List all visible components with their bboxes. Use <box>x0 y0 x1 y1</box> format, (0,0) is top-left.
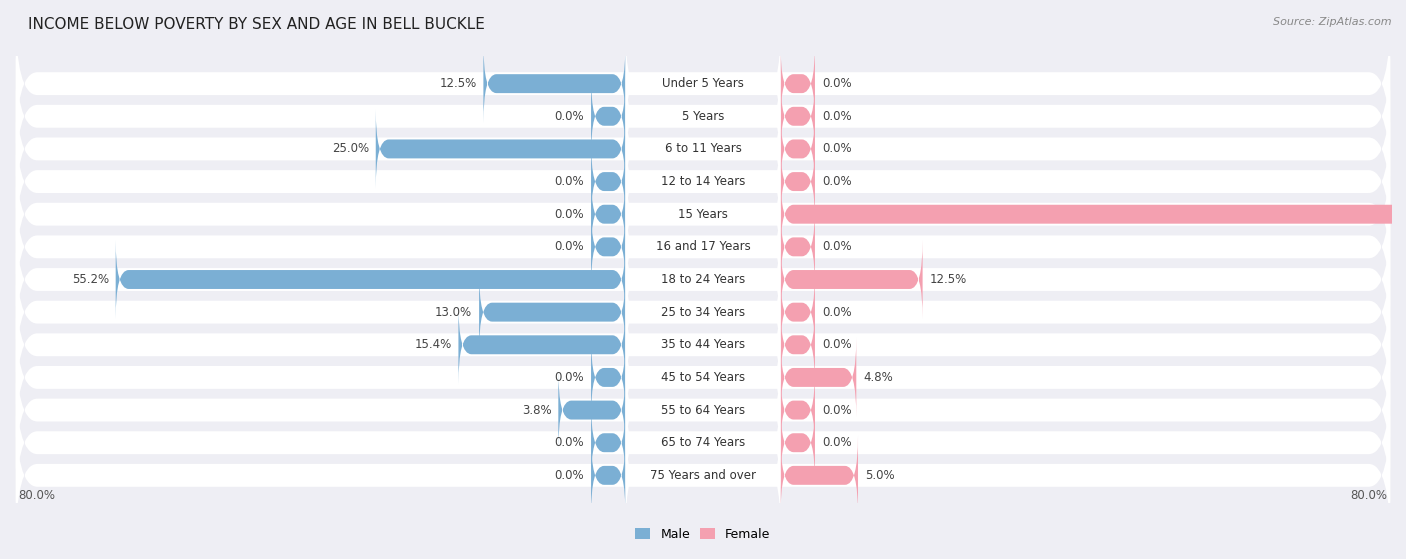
FancyBboxPatch shape <box>479 273 626 352</box>
Text: 0.0%: 0.0% <box>554 208 583 221</box>
Text: 55 to 64 Years: 55 to 64 Years <box>661 404 745 416</box>
FancyBboxPatch shape <box>115 240 626 319</box>
FancyBboxPatch shape <box>15 46 1391 187</box>
FancyBboxPatch shape <box>626 60 780 172</box>
Text: 25.0%: 25.0% <box>332 143 368 155</box>
FancyBboxPatch shape <box>626 28 780 139</box>
Text: INCOME BELOW POVERTY BY SEX AND AGE IN BELL BUCKLE: INCOME BELOW POVERTY BY SEX AND AGE IN B… <box>28 17 485 32</box>
Text: 5.0%: 5.0% <box>865 469 894 482</box>
Text: 0.0%: 0.0% <box>554 436 583 449</box>
FancyBboxPatch shape <box>591 77 626 156</box>
Text: 0.0%: 0.0% <box>554 175 583 188</box>
FancyBboxPatch shape <box>458 305 626 384</box>
FancyBboxPatch shape <box>15 13 1391 154</box>
Text: 0.0%: 0.0% <box>823 306 852 319</box>
Text: 12 to 14 Years: 12 to 14 Years <box>661 175 745 188</box>
Text: 0.0%: 0.0% <box>554 469 583 482</box>
Text: 65 to 74 Years: 65 to 74 Years <box>661 436 745 449</box>
FancyBboxPatch shape <box>780 338 856 417</box>
Legend: Male, Female: Male, Female <box>630 523 776 546</box>
Text: 0.0%: 0.0% <box>823 338 852 351</box>
FancyBboxPatch shape <box>780 273 815 352</box>
FancyBboxPatch shape <box>591 338 626 417</box>
Text: 0.0%: 0.0% <box>823 143 852 155</box>
FancyBboxPatch shape <box>780 207 815 286</box>
Text: 15 Years: 15 Years <box>678 208 728 221</box>
Text: 13.0%: 13.0% <box>434 306 472 319</box>
FancyBboxPatch shape <box>626 126 780 238</box>
Text: 80.0%: 80.0% <box>18 489 55 502</box>
Text: 35 to 44 Years: 35 to 44 Years <box>661 338 745 351</box>
FancyBboxPatch shape <box>626 93 780 205</box>
Text: 0.0%: 0.0% <box>554 110 583 123</box>
Text: 0.0%: 0.0% <box>823 240 852 253</box>
FancyBboxPatch shape <box>780 77 815 156</box>
FancyBboxPatch shape <box>780 403 815 482</box>
FancyBboxPatch shape <box>626 158 780 270</box>
Text: 0.0%: 0.0% <box>823 436 852 449</box>
FancyBboxPatch shape <box>780 305 815 384</box>
FancyBboxPatch shape <box>591 142 626 221</box>
FancyBboxPatch shape <box>626 321 780 433</box>
FancyBboxPatch shape <box>780 142 815 221</box>
FancyBboxPatch shape <box>15 307 1391 448</box>
FancyBboxPatch shape <box>626 191 780 302</box>
Text: 45 to 54 Years: 45 to 54 Years <box>661 371 745 384</box>
FancyBboxPatch shape <box>780 44 815 123</box>
FancyBboxPatch shape <box>15 372 1391 513</box>
Text: 55.2%: 55.2% <box>72 273 108 286</box>
Text: 75 Years and over: 75 Years and over <box>650 469 756 482</box>
FancyBboxPatch shape <box>558 371 626 449</box>
FancyBboxPatch shape <box>591 436 626 515</box>
FancyBboxPatch shape <box>780 175 1406 254</box>
FancyBboxPatch shape <box>15 340 1391 480</box>
FancyBboxPatch shape <box>780 371 815 449</box>
Text: Source: ZipAtlas.com: Source: ZipAtlas.com <box>1274 17 1392 27</box>
FancyBboxPatch shape <box>15 242 1391 382</box>
Text: 0.0%: 0.0% <box>823 404 852 416</box>
FancyBboxPatch shape <box>15 79 1391 219</box>
Text: 0.0%: 0.0% <box>823 77 852 90</box>
Text: 0.0%: 0.0% <box>823 175 852 188</box>
Text: 25 to 34 Years: 25 to 34 Years <box>661 306 745 319</box>
FancyBboxPatch shape <box>780 240 922 319</box>
Text: 4.8%: 4.8% <box>863 371 893 384</box>
FancyBboxPatch shape <box>591 175 626 254</box>
Text: 0.0%: 0.0% <box>823 110 852 123</box>
Text: 3.8%: 3.8% <box>522 404 551 416</box>
FancyBboxPatch shape <box>591 403 626 482</box>
FancyBboxPatch shape <box>484 44 626 123</box>
FancyBboxPatch shape <box>780 110 815 188</box>
Text: 12.5%: 12.5% <box>439 77 477 90</box>
Text: 12.5%: 12.5% <box>929 273 967 286</box>
Text: 0.0%: 0.0% <box>554 240 583 253</box>
FancyBboxPatch shape <box>780 436 858 515</box>
FancyBboxPatch shape <box>626 420 780 531</box>
Text: 0.0%: 0.0% <box>554 371 583 384</box>
FancyBboxPatch shape <box>626 387 780 499</box>
FancyBboxPatch shape <box>15 111 1391 252</box>
FancyBboxPatch shape <box>15 177 1391 317</box>
Text: 80.0%: 80.0% <box>1351 489 1388 502</box>
FancyBboxPatch shape <box>626 224 780 335</box>
FancyBboxPatch shape <box>15 405 1391 546</box>
Text: Under 5 Years: Under 5 Years <box>662 77 744 90</box>
Text: 5 Years: 5 Years <box>682 110 724 123</box>
Text: 6 to 11 Years: 6 to 11 Years <box>665 143 741 155</box>
FancyBboxPatch shape <box>15 274 1391 415</box>
FancyBboxPatch shape <box>626 354 780 466</box>
FancyBboxPatch shape <box>591 207 626 286</box>
FancyBboxPatch shape <box>375 110 626 188</box>
Text: 16 and 17 Years: 16 and 17 Years <box>655 240 751 253</box>
FancyBboxPatch shape <box>626 289 780 401</box>
Text: 18 to 24 Years: 18 to 24 Years <box>661 273 745 286</box>
Text: 15.4%: 15.4% <box>415 338 451 351</box>
FancyBboxPatch shape <box>15 209 1391 350</box>
FancyBboxPatch shape <box>626 257 780 368</box>
FancyBboxPatch shape <box>15 144 1391 285</box>
